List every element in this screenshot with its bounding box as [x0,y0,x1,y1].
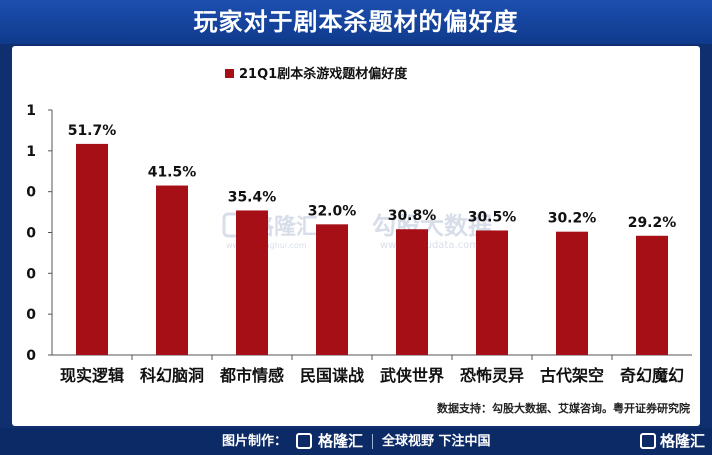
footer-slogan: 全球视野 下注中国 [382,434,491,449]
data-labels: 51.7% 41.5% 35.4% 32.0% 30.8% 30.5% 30.2% 29.2% [68,123,677,231]
footer-divider [372,434,373,449]
data-label: 29.2% [628,215,677,231]
data-label: 30.2% [548,211,597,227]
watermark-text-2: 勾股大数据 [372,212,492,240]
source-note: 数据支持：勾股大数据、艾媒咨询。粤开证券研究院 [437,401,690,415]
footer-logo-icon [296,433,312,449]
chart-card: 格隆汇 www.gelonghui.com 勾股大数据 www.gogudata… [12,46,700,426]
data-label: 30.5% [468,209,517,225]
y-axis-ticks: 0 0 0 0 0 1 1 [26,103,613,364]
y-tick-label: 0 [26,307,36,323]
page-title: 玩家对于剧本杀题材的偏好度 [0,0,712,44]
bars [76,143,668,355]
bar [476,230,508,355]
data-label: 30.8% [388,208,437,224]
y-tick-label: 0 [26,226,36,242]
footer-logo-text: 格隆汇 [318,432,364,450]
y-tick-label: 0 [26,185,36,201]
data-label: 32.0% [308,203,357,219]
x-tick-label: 现实逻辑 [60,366,124,385]
footer-bar: 图片制作： 格隆汇 全球视野 下注中国 格隆汇 [0,428,712,455]
y-tick-label: 0 [26,348,36,364]
x-tick-label: 都市情感 [219,366,284,385]
footer-logo-right-icon [640,433,656,449]
data-label: 51.7% [68,123,117,139]
x-tick-label: 民国谍战 [300,366,364,385]
y-tick-label: 1 [26,144,36,160]
x-tick-label: 奇幻魔幻 [620,366,684,385]
legend-swatch [225,69,234,78]
legend-label: 21Q1剧本杀游戏题材偏好度 [239,66,408,82]
bar [556,231,588,355]
footer-credit: 图片制作： [222,434,288,449]
x-tick-label: 古代架空 [540,366,604,385]
bar [396,229,428,355]
chart-legend: 21Q1剧本杀游戏题材偏好度 [225,66,408,82]
bar [236,210,268,355]
bar [156,185,188,355]
bar-chart: 格隆汇 www.gelonghui.com 勾股大数据 www.gogudata… [26,66,692,415]
data-label: 35.4% [228,189,277,205]
x-tick-label: 武侠世界 [380,366,444,385]
bar [316,224,348,355]
footer-logo-right-text: 格隆汇 [660,432,706,450]
y-tick-label: 1 [26,103,36,119]
bar [76,143,108,355]
x-tick-label: 恐怖灵异 [460,366,524,385]
watermark-url-2: www.gogudata.com [380,240,479,251]
data-label: 41.5% [148,165,197,181]
bar [636,235,668,355]
x-axis-labels: 现实逻辑 科幻脑洞 都市情感 民国谍战 武侠世界 恐怖灵异 古代架空 奇幻魔幻 [60,366,684,385]
x-tick-label: 科幻脑洞 [140,366,204,385]
y-tick-label: 0 [26,266,36,282]
